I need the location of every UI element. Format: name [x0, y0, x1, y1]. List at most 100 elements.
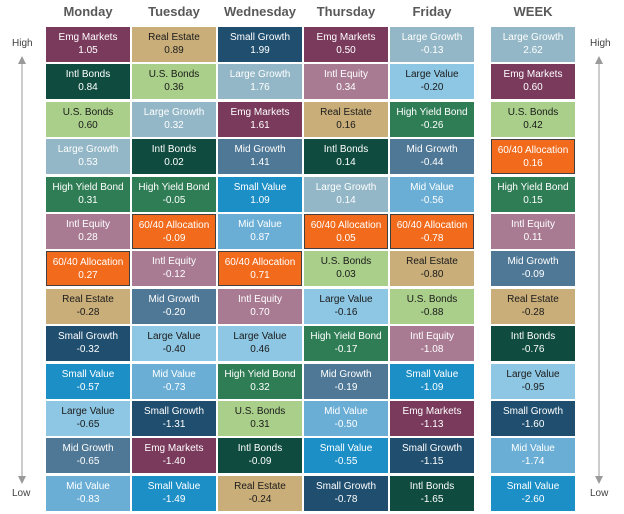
cell-thursday-rank-9: High Yield Bond -0.17 [304, 326, 388, 362]
return-value: -0.26 [420, 119, 444, 131]
return-value: 0.60 [78, 119, 98, 131]
asset-name: Large Value [147, 331, 201, 343]
cell-monday-rank-1: Emg Markets 1.05 [46, 27, 130, 62]
column-header-thursday: Thursday [316, 4, 376, 19]
asset-name: Intl Equity [410, 331, 454, 343]
cell-week-rank-2: Emg Markets 0.60 [491, 64, 575, 100]
return-value: 0.46 [250, 344, 270, 356]
asset-name: Emg Markets [503, 69, 563, 81]
asset-name: Small Growth [57, 331, 118, 343]
cell-tuesday-rank-13: Small Value -1.49 [132, 475, 216, 511]
return-value: -1.09 [420, 381, 444, 393]
return-value: -1.74 [521, 456, 545, 468]
asset-name: Mid Value [324, 406, 368, 417]
column-header-wednesday: Wednesday [223, 4, 296, 19]
cell-monday-rank-2: Intl Bonds 0.84 [46, 64, 130, 100]
return-value: 0.50 [336, 45, 356, 56]
cell-wednesday-rank-1: Small Growth 1.99 [218, 27, 302, 62]
return-value: -0.83 [76, 493, 100, 505]
asset-name: Large Value [61, 406, 115, 417]
asset-name: Small Growth [502, 406, 563, 417]
cell-friday-rank-6: 60/40 Allocation -0.78 [390, 214, 474, 249]
asset-name: U.S. Bonds [507, 106, 559, 118]
return-value: 0.71 [250, 270, 270, 282]
return-value: -0.44 [420, 157, 444, 169]
return-value: -0.09 [162, 233, 186, 244]
cell-friday-rank-3: High Yield Bond -0.26 [390, 101, 474, 137]
return-value: -0.13 [420, 45, 444, 56]
return-value: 0.15 [523, 194, 543, 206]
return-value: -1.08 [420, 344, 444, 356]
cell-wednesday-rank-2: Large Growth 1.76 [218, 64, 302, 100]
cell-thursday-rank-5: Large Growth 0.14 [304, 176, 388, 212]
asset-name: Mid Value [152, 368, 196, 380]
asset-name: Mid Value [238, 219, 282, 230]
cell-thursday-rank-11: Mid Value -0.50 [304, 401, 388, 436]
cell-thursday-rank-3: Real Estate 0.16 [304, 101, 388, 137]
cell-wednesday-rank-8: Intl Equity 0.70 [218, 288, 302, 324]
cell-friday-rank-7: Real Estate -0.80 [390, 251, 474, 287]
asset-name: Large Growth [229, 69, 291, 81]
cell-tuesday-rank-9: Large Value -0.40 [132, 326, 216, 362]
asset-name: 60/40 Allocation [52, 257, 124, 269]
asset-name: Small Growth [401, 443, 462, 455]
asset-name: 60/40 Allocation [224, 257, 296, 269]
column-header-tuesday: Tuesday [148, 4, 200, 19]
cell-tuesday-rank-2: U.S. Bonds 0.36 [132, 64, 216, 100]
return-value: -0.57 [76, 381, 100, 393]
cell-friday-rank-12: Small Growth -1.15 [390, 438, 474, 474]
return-value: 0.03 [336, 269, 356, 281]
asset-name: Emg Markets [316, 32, 376, 43]
cell-thursday-rank-10: Mid Growth -0.19 [304, 363, 388, 399]
cell-week-rank-1: Large Growth 2.62 [491, 27, 575, 62]
return-value: 2.62 [523, 45, 543, 56]
return-value: -0.20 [420, 82, 444, 94]
return-value: -0.76 [521, 344, 545, 356]
cell-thursday-rank-7: U.S. Bonds 0.03 [304, 251, 388, 287]
return-value: 1.61 [250, 119, 270, 131]
asset-name: Intl Bonds [65, 69, 111, 81]
return-value: -0.19 [334, 381, 358, 393]
return-value: 0.60 [523, 82, 543, 94]
cell-friday-rank-8: U.S. Bonds -0.88 [390, 288, 474, 324]
return-value: 0.11 [523, 232, 543, 243]
asset-name: Small Value [147, 480, 201, 492]
asset-name: Intl Bonds [409, 480, 455, 492]
return-value: -0.56 [420, 194, 444, 206]
asset-name: Intl Equity [238, 293, 282, 305]
asset-name: Large Growth [401, 32, 463, 43]
asset-name: Large Value [319, 293, 373, 305]
return-value: -1.65 [420, 493, 444, 505]
return-value: 0.32 [250, 381, 270, 393]
return-value: 0.16 [336, 119, 356, 131]
cell-friday-rank-1: Large Growth -0.13 [390, 27, 474, 62]
return-value: -0.88 [420, 306, 444, 318]
return-value: 0.36 [164, 82, 184, 94]
return-value: -0.09 [521, 269, 545, 281]
asset-name: Intl Equity [152, 256, 196, 268]
cell-thursday-rank-4: Intl Bonds 0.14 [304, 139, 388, 175]
return-value: -0.80 [420, 269, 444, 281]
cell-friday-rank-9: Intl Equity -1.08 [390, 326, 474, 362]
return-value: -0.32 [76, 344, 100, 356]
asset-name: 60/40 Allocation [138, 220, 210, 231]
return-value: 0.89 [164, 45, 184, 56]
asset-name: Small Growth [143, 406, 204, 417]
asset-name: Mid Value [66, 480, 110, 492]
asset-name: Large Growth [502, 32, 564, 43]
asset-name: Mid Growth [234, 144, 286, 156]
cell-tuesday-rank-12: Emg Markets -1.40 [132, 438, 216, 474]
return-value: -0.73 [162, 381, 186, 393]
return-value: -0.24 [248, 493, 272, 505]
return-value: -0.20 [162, 306, 186, 318]
asset-name: High Yield Bond [396, 106, 468, 118]
asset-name: Intl Equity [66, 219, 110, 230]
cell-wednesday-rank-13: Real Estate -0.24 [218, 475, 302, 511]
return-value: 0.14 [336, 194, 356, 206]
asset-name: High Yield Bond [138, 181, 210, 193]
return-value: -1.13 [420, 419, 444, 430]
return-value: -1.40 [162, 456, 186, 468]
cell-thursday-rank-6: 60/40 Allocation 0.05 [304, 214, 388, 249]
cell-friday-rank-13: Intl Bonds -1.65 [390, 475, 474, 511]
cell-friday-rank-11: Emg Markets -1.13 [390, 401, 474, 436]
